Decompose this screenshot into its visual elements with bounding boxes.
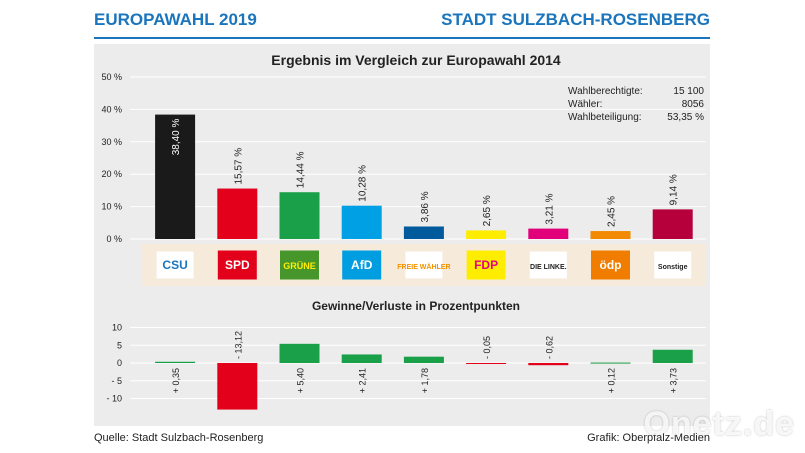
stat-label: Wähler: — [568, 99, 602, 110]
data-label: 3,21 % — [544, 193, 555, 224]
change-bar-die-linke- — [528, 363, 569, 366]
change-data-label: + 0,35 — [171, 368, 181, 393]
change-bar-freie-wähler — [403, 356, 444, 363]
y-tick-label: - 10 — [106, 394, 122, 404]
bar-ödp — [590, 231, 631, 239]
party-logo-text: GRÜNE — [283, 261, 316, 271]
party-logo — [342, 250, 382, 280]
change-data-label: + 1,78 — [420, 368, 430, 393]
bottom-bars: + 0,35 - 13,12 + 5,40 + 2,41 + 1,78 - 0,05 - 0… — [155, 331, 693, 410]
chart-svg: Ergebnis im Vergleich zur Europawahl 201… — [101, 52, 706, 410]
header-divider — [94, 37, 710, 39]
y-tick-label: 20 % — [101, 169, 122, 179]
change-bar-grüne — [279, 343, 320, 363]
watermark-text: Onetz.de — [643, 405, 795, 443]
party-logo-text: Sonstige — [658, 264, 688, 271]
bar-afd — [341, 205, 382, 239]
data-label: 15,57 % — [233, 148, 244, 185]
graphic-credit: Grafik: Oberpfalz-Medien — [587, 432, 710, 444]
change-data-label: + 5,40 — [296, 368, 306, 393]
bar-freie-wähler — [403, 226, 444, 239]
change-chart-title: Gewinne/Verluste in Prozentpunkten — [312, 299, 520, 313]
data-label: 10,28 % — [358, 165, 369, 202]
y-tick-label: 50 % — [101, 72, 122, 82]
party-logo — [280, 250, 319, 280]
y-tick-label: 0 — [117, 358, 122, 368]
bar-spd — [217, 188, 258, 239]
y-tick-label: 10 — [112, 323, 122, 333]
bar-fdp — [466, 230, 507, 239]
stat-value: 15 100 — [673, 86, 704, 97]
y-tick-label: - 5 — [111, 376, 122, 386]
party-logo-text: FDP — [474, 258, 498, 272]
party-logo-row: CSU SPD GRÜNE AfD FREIE WÄHLER FDP DIE LINKE. ö… — [142, 244, 706, 286]
data-label: 2,45 % — [607, 196, 618, 227]
stat-value: 53,35 % — [667, 112, 704, 123]
city-title: STADT SULZBACH-ROSENBERG — [441, 10, 710, 29]
y-tick-label: 0 % — [106, 234, 122, 244]
party-logo — [404, 250, 444, 280]
bar-die-linke- — [528, 228, 569, 239]
party-logo-text: CSU — [162, 258, 187, 272]
change-data-label: - 0,62 — [544, 336, 554, 359]
y-tick-label: 10 % — [101, 202, 122, 212]
data-label: 14,44 % — [296, 151, 307, 188]
stats-box: Wahlberechtigte: 15 100 Wähler: 8056 Wah… — [568, 86, 704, 123]
change-data-label: + 0,12 — [607, 368, 617, 393]
chart-panel: Ergebnis im Vergleich zur Europawahl 201… — [94, 44, 710, 426]
top-bars: 38,40 % 15,57 % 14,44 % 10,28 % 3,86 % 2,65 %… — [155, 114, 693, 239]
party-logo-text: ödp — [600, 258, 622, 272]
data-label: 9,14 % — [669, 174, 680, 205]
bar-sonstige — [652, 209, 693, 239]
party-logo — [155, 250, 195, 280]
source-note: Quelle: Stadt Sulzbach-Rosenberg — [94, 432, 264, 444]
y-tick-label: 5 — [117, 340, 122, 350]
change-data-label: - 13,12 — [233, 331, 243, 359]
party-logo-text: DIE LINKE. — [530, 264, 567, 271]
bar-grüne — [279, 192, 320, 239]
data-label: 38,40 % — [171, 118, 182, 155]
results-chart-title: Ergebnis im Vergleich zur Europawahl 201… — [271, 52, 561, 68]
party-logo-text: FREIE WÄHLER — [397, 263, 450, 271]
election-title: EUROPAWAHL 2019 — [94, 10, 257, 29]
change-bar-csu — [155, 361, 196, 363]
top-gridlines: 0 % 10 % 20 % 30 % 40 % 50 % — [101, 72, 706, 244]
change-bar-fdp — [466, 363, 507, 364]
change-bar-afd — [341, 354, 382, 363]
change-bar-sonstige — [652, 349, 693, 363]
y-tick-label: 40 % — [101, 104, 122, 114]
change-data-label: + 2,41 — [358, 368, 368, 393]
data-label: 2,65 % — [482, 195, 493, 226]
party-logo — [217, 250, 257, 280]
change-data-label: - 0,05 — [482, 336, 492, 359]
change-bar-ödp — [590, 362, 631, 364]
party-logo — [466, 250, 506, 280]
y-tick-label: 30 % — [101, 137, 122, 147]
stat-label: Wahlberechtigte: — [568, 86, 643, 97]
stat-value: 8056 — [682, 99, 705, 110]
party-logo-text: SPD — [225, 258, 250, 272]
party-logo — [528, 250, 568, 280]
stat-label: Wahlbeteiligung: — [568, 112, 642, 123]
party-logo — [591, 250, 630, 280]
bar-csu — [155, 114, 196, 239]
change-bar-spd — [217, 363, 258, 410]
data-label: 3,86 % — [420, 191, 431, 222]
party-logo-text: AfD — [351, 258, 373, 272]
party-logo — [653, 250, 693, 280]
change-data-label: + 3,73 — [669, 368, 679, 393]
